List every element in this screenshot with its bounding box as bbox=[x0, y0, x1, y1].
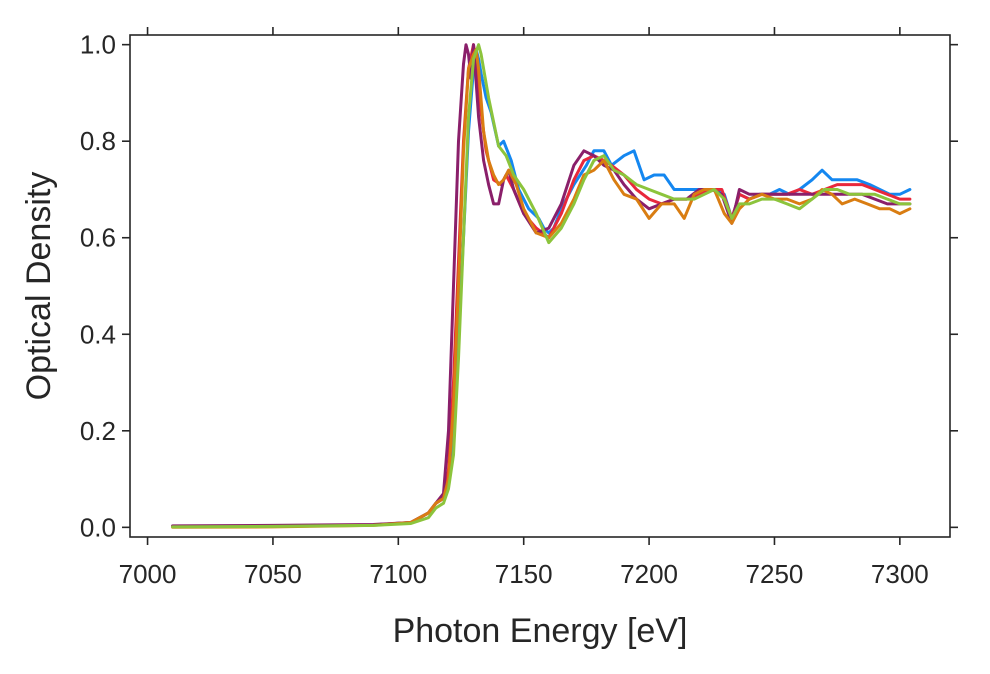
y-tick-label: 0.4 bbox=[80, 319, 116, 349]
x-tick-label: 7050 bbox=[244, 559, 302, 589]
series-line-orange bbox=[171, 48, 912, 529]
y-tick-label: 0.0 bbox=[80, 512, 116, 542]
series-layer bbox=[171, 43, 912, 529]
y-tick-label: 0.2 bbox=[80, 416, 116, 446]
x-tick-label: 7150 bbox=[495, 559, 553, 589]
series-line-green bbox=[171, 43, 912, 529]
series-line-purple bbox=[171, 43, 912, 528]
y-axis-label: Optical Density bbox=[20, 172, 58, 401]
x-axis-label: Photon Energy [eV] bbox=[393, 612, 688, 650]
x-tick-label: 7000 bbox=[119, 559, 177, 589]
x-axis: 7000 7050 7100 7150 7200 7250 7300 bbox=[119, 27, 929, 589]
x-tick-label: 7250 bbox=[746, 559, 804, 589]
y-tick-label: 0.6 bbox=[80, 223, 116, 253]
y-axis: 0.0 0.2 0.4 0.6 0.8 1.0 bbox=[80, 30, 958, 542]
plot-frame bbox=[129, 34, 951, 538]
y-tick-label: 0.8 bbox=[80, 126, 116, 156]
x-tick-label: 7200 bbox=[620, 559, 678, 589]
x-tick-label: 7100 bbox=[369, 559, 427, 589]
x-tick-label: 7300 bbox=[871, 559, 929, 589]
y-tick-label: 1.0 bbox=[80, 30, 116, 60]
